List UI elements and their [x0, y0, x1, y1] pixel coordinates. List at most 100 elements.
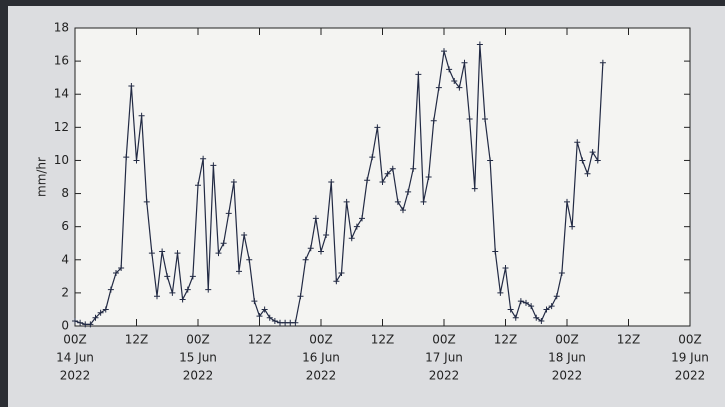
x-tick-label: 18 Jun — [548, 351, 586, 365]
point-marker — [307, 245, 314, 252]
point-marker — [97, 309, 104, 316]
y-tick-label: 12 — [54, 120, 69, 134]
point-marker — [179, 296, 186, 303]
x-tick-label: 2022 — [183, 369, 214, 383]
y-tick-label: 2 — [61, 285, 69, 299]
x-tick-label: 15 Jun — [179, 351, 217, 365]
point-marker — [564, 198, 570, 205]
point-marker — [512, 314, 519, 321]
point-marker — [195, 182, 201, 189]
point-marker — [497, 289, 504, 296]
point-marker — [169, 289, 176, 296]
point-marker — [384, 170, 391, 177]
point-marker — [420, 198, 427, 205]
point-marker — [569, 223, 576, 230]
point-marker — [441, 48, 447, 55]
point-marker — [77, 319, 84, 326]
point-marker — [553, 293, 560, 300]
x-tick-label: 19 Jun — [671, 351, 709, 365]
point-marker — [148, 250, 155, 257]
x-tick-label: 17 Jun — [425, 351, 463, 365]
x-tick-label: 00Z — [555, 333, 579, 347]
point-marker — [174, 250, 181, 257]
point-marker — [379, 178, 386, 185]
x-tick-label: 00Z — [432, 333, 456, 347]
point-marker — [507, 306, 514, 313]
point-marker — [164, 273, 171, 280]
point-marker — [230, 178, 237, 185]
point-marker — [451, 77, 458, 84]
point-marker — [400, 207, 406, 214]
point-marker — [266, 314, 273, 321]
point-marker — [143, 198, 150, 205]
point-marker — [533, 314, 540, 321]
x-tick-label: 12Z — [125, 333, 149, 347]
x-tick-label: 2022 — [60, 369, 91, 383]
point-marker — [374, 124, 381, 131]
point-marker — [430, 117, 437, 124]
point-marker — [205, 286, 212, 293]
x-tick-label: 16 Jun — [302, 351, 340, 365]
point-marker — [599, 59, 606, 66]
x-tick-label: 12Z — [371, 333, 395, 347]
x-tick-label: 00Z — [186, 333, 210, 347]
point-marker — [328, 178, 335, 185]
point-marker — [584, 170, 591, 177]
point-marker — [246, 256, 253, 263]
x-tick-label: 12Z — [617, 333, 641, 347]
point-marker — [251, 298, 258, 305]
point-marker — [256, 313, 263, 320]
point-marker — [548, 303, 555, 310]
point-marker — [487, 157, 494, 164]
x-tick-label: 2022 — [675, 369, 706, 383]
y-axis-label: mm/hr — [35, 157, 49, 197]
point-marker — [461, 59, 468, 66]
point-marker — [523, 299, 529, 306]
point-marker — [369, 154, 376, 161]
point-marker — [107, 286, 114, 293]
point-marker — [579, 157, 586, 164]
x-tick-label: 2022 — [552, 369, 583, 383]
point-marker — [323, 231, 330, 238]
point-marker — [502, 265, 509, 272]
point-marker — [353, 223, 360, 230]
point-marker — [241, 231, 248, 238]
point-marker — [138, 112, 145, 119]
point-marker — [425, 174, 432, 180]
point-marker — [123, 154, 130, 161]
point-marker — [82, 321, 89, 328]
point-marker — [538, 318, 545, 325]
point-marker — [282, 319, 289, 326]
point-marker — [517, 298, 524, 305]
y-tick-label: 14 — [54, 87, 69, 101]
point-marker — [410, 165, 417, 172]
point-marker — [594, 157, 601, 164]
point-marker — [338, 270, 345, 277]
point-marker — [446, 66, 453, 73]
point-marker — [312, 215, 319, 222]
point-marker — [271, 318, 278, 325]
x-tick-label: 00Z — [63, 333, 87, 347]
point-marker — [466, 116, 473, 123]
x-tick-label: 12Z — [494, 333, 518, 347]
y-tick-label: 10 — [54, 153, 69, 167]
point-marker — [482, 116, 488, 123]
point-marker — [277, 319, 283, 326]
point-marker — [236, 268, 242, 275]
point-marker — [364, 177, 371, 184]
x-tick-label: 2022 — [429, 369, 460, 383]
point-marker — [333, 278, 340, 285]
point-marker — [292, 319, 299, 326]
point-marker — [113, 270, 119, 277]
point-marker — [343, 198, 350, 205]
point-marker — [87, 321, 94, 328]
point-marker — [102, 306, 109, 313]
y-tick-label: 6 — [61, 219, 69, 233]
point-marker — [435, 84, 442, 91]
point-marker — [471, 185, 478, 192]
point-marker — [72, 318, 78, 325]
point-marker — [184, 286, 191, 293]
point-marker — [118, 265, 125, 272]
x-tick-label: 2022 — [306, 369, 337, 383]
